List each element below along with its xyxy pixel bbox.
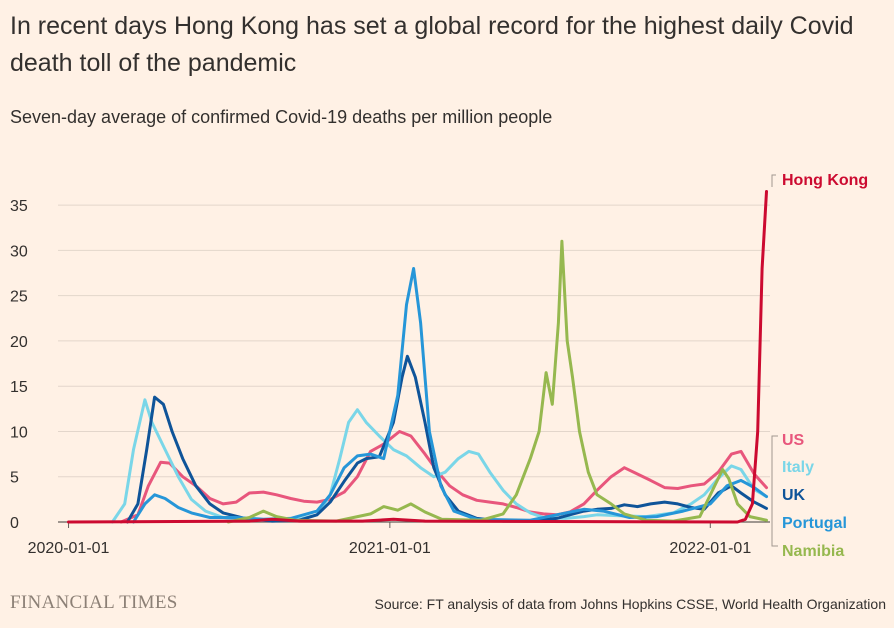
ft-logo: FINANCIAL TIMES [10,592,178,613]
label-bracket [771,174,776,187]
x-tick-label: 2022-01-01 [669,540,751,557]
series-label-namibia: Namibia [782,543,844,560]
chart-area: 0 5 10 15 20 25 30 35 2020-01-01 2021-01-01 2022-… [10,172,868,560]
x-tick-label: 2020-01-01 [28,540,110,557]
series-label-us: US [782,432,805,449]
y-tick-label: 10 [10,424,28,441]
source-note: Source: FT analysis of data from Johns H… [374,596,887,612]
y-tick-label: 30 [10,243,28,260]
series-label-italy: Italy [782,459,814,476]
y-tick-label: 15 [10,379,28,396]
chart-subtitle: Seven-day average of confirmed Covid-19 … [10,107,553,127]
label-bracket [771,435,778,547]
series-line-namibia [226,239,768,524]
series-label-uk: UK [782,487,806,504]
series-line-uk [125,354,768,524]
gridlines [58,204,770,523]
y-tick-label: 0 [10,515,19,532]
x-axis: 2020-01-01 2021-01-01 2022-01-01 [28,522,751,557]
series-line-hong-kong [67,190,768,524]
y-tick-label: 20 [10,334,28,351]
series-line-us [119,430,768,524]
y-tick-label: 25 [10,289,28,306]
series-label-hong-kong: Hong Kong [782,172,868,189]
y-tick-label: 5 [10,470,19,487]
series-labels: US Italy UK Portugal Namibia Hong Kong [771,172,868,560]
series-line-portugal [132,267,768,524]
series-label-portugal: Portugal [782,515,847,532]
series-lines [67,190,768,524]
y-tick-label: 35 [10,198,28,215]
chart-title: In recent days Hong Kong has set a globa… [10,12,854,77]
x-tick-label: 2021-01-01 [349,540,431,557]
y-axis: 0 5 10 15 20 25 30 35 [10,198,28,532]
